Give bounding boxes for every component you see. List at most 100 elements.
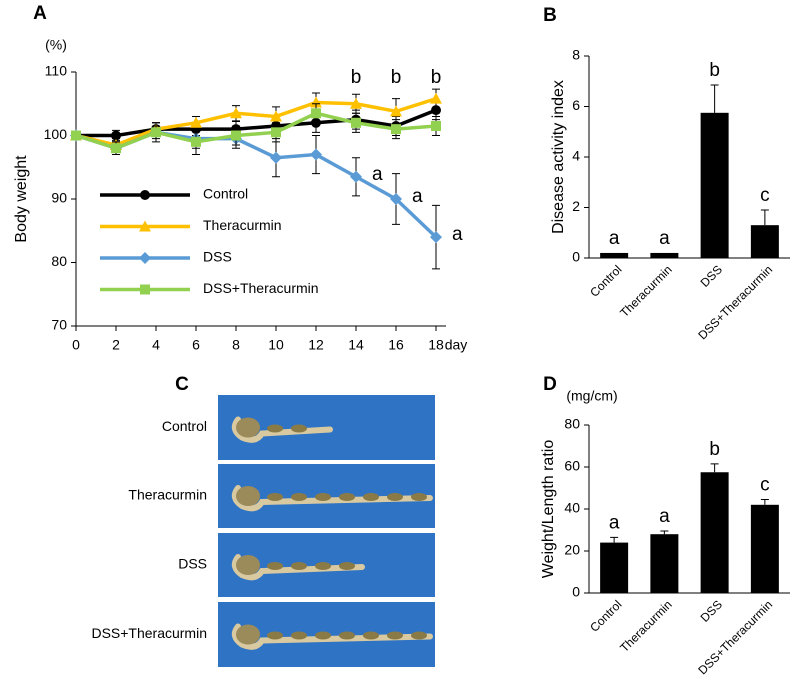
x-tick-label: 10	[268, 337, 284, 353]
x-tick-label: Theracurmin	[617, 262, 675, 320]
legend-label: DSS	[203, 249, 232, 265]
y-tick-label: 60	[564, 458, 580, 474]
significance-letter: a	[609, 512, 620, 533]
significance-letter: a	[609, 228, 620, 249]
marker	[151, 127, 161, 138]
bar	[750, 504, 779, 593]
series-line	[75, 97, 437, 147]
y-tick-label: 70	[51, 317, 67, 333]
photo-panel: C Control Theracurmin DSS DSS+Theracurmin	[91, 374, 435, 667]
significance-letter: a	[452, 224, 463, 245]
series-line	[75, 111, 437, 151]
stool	[291, 562, 307, 570]
x-tick-label: 18	[428, 337, 444, 353]
y-tick-label: 0	[572, 249, 580, 265]
y-tick-label: 80	[51, 253, 67, 269]
error-bar	[710, 463, 719, 473]
panel-letter: C	[175, 374, 189, 395]
error-bar	[760, 209, 769, 226]
marker	[431, 120, 441, 131]
significance-letter: b	[431, 67, 442, 88]
stool	[363, 493, 379, 501]
stool	[315, 493, 331, 501]
x-axis-label: day	[445, 337, 468, 353]
y-tick-label: 100	[44, 126, 68, 142]
bar	[650, 534, 679, 593]
panel-letter: B	[543, 5, 557, 26]
marker	[270, 110, 282, 122]
bar	[750, 225, 779, 258]
marker	[311, 108, 321, 119]
cecum	[236, 486, 260, 506]
y-tick-label: 2	[572, 198, 580, 214]
marker	[310, 96, 322, 108]
bar	[600, 252, 629, 258]
legend-label: Theracurmin	[203, 217, 282, 233]
marker	[350, 97, 362, 109]
stool	[339, 631, 355, 640]
legend-label: Control	[203, 186, 248, 202]
marker	[391, 124, 401, 135]
y-tick-label: 4	[572, 148, 580, 164]
x-tick-label: DSS	[698, 262, 725, 289]
stool	[411, 493, 427, 501]
y-tick-label: 0	[572, 584, 580, 600]
y-tick-label: 80	[564, 416, 580, 432]
significance-letter: c	[760, 185, 770, 206]
x-tick-label: Theracurmin	[617, 597, 675, 655]
y-tick-label: 20	[564, 542, 580, 558]
stool	[267, 424, 283, 433]
panel-letter: D	[543, 374, 557, 395]
y-unit: (mg/cm)	[566, 388, 617, 404]
bar	[700, 112, 729, 258]
marker	[390, 193, 402, 205]
legend-marker	[140, 190, 150, 200]
marker	[351, 117, 361, 128]
y-axis-label: Body weight	[13, 155, 30, 243]
bar	[600, 542, 629, 593]
y-axis-label: Disease activity index	[550, 80, 567, 234]
y-unit: (%)	[45, 37, 67, 53]
error-bar	[760, 499, 769, 505]
significance-letter: a	[372, 164, 383, 185]
photo-label: Control	[162, 418, 207, 434]
x-tick-label: 12	[308, 337, 324, 353]
marker	[71, 130, 81, 141]
bar	[650, 252, 679, 258]
legend-marker	[139, 252, 151, 264]
x-tick-label: 14	[348, 337, 364, 353]
marker	[430, 92, 442, 104]
significance-letter: a	[659, 506, 670, 527]
error-bar	[660, 530, 669, 535]
colon	[231, 623, 433, 650]
y-axis-label: Weight/Length ratio	[540, 440, 557, 579]
significance-letter: b	[709, 439, 720, 460]
marker	[430, 231, 442, 244]
stool	[339, 493, 355, 501]
marker	[230, 107, 242, 119]
legend-marker	[139, 220, 151, 232]
y-tick-label: 8	[572, 47, 580, 63]
photo-label: DSS+Theracurmin	[91, 625, 207, 641]
stool	[315, 631, 331, 640]
photo-label: Theracurmin	[128, 487, 207, 503]
stool	[387, 631, 403, 640]
x-tick-label: 16	[388, 337, 404, 353]
significance-letter: b	[391, 67, 402, 88]
x-tick-label: 8	[232, 337, 240, 353]
legend-label: DSS+Theracurmin	[203, 280, 319, 296]
colon	[231, 554, 365, 581]
significance-letter: a	[412, 186, 423, 207]
x-tick-label: DSS	[698, 597, 725, 624]
stool	[291, 493, 307, 501]
marker	[350, 170, 362, 183]
significance-letter: b	[709, 60, 720, 81]
marker	[270, 151, 282, 164]
stool	[291, 424, 307, 433]
y-tick-label: 90	[51, 190, 67, 206]
significance-letter: b	[351, 67, 362, 88]
x-tick-label: Control	[587, 597, 624, 634]
cecum	[236, 624, 260, 645]
error-bar	[610, 536, 619, 543]
